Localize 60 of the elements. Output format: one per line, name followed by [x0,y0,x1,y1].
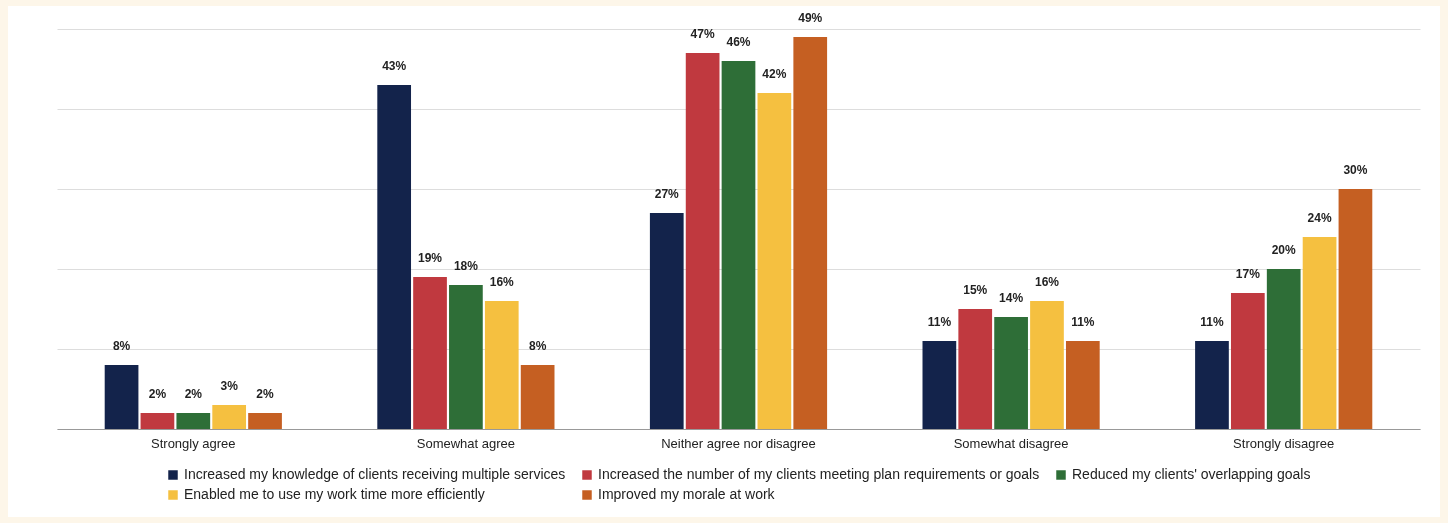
data-label: 11% [1071,315,1095,329]
data-label: 15% [963,283,988,297]
data-label: 2% [184,387,203,401]
bar [958,309,993,429]
data-label: 47% [690,27,715,41]
bar [1030,301,1064,429]
x-tick-label: Somewhat agree [416,435,516,451]
data-label: 8% [528,339,547,353]
data-label: 19% [418,251,443,265]
data-label: 43% [382,59,407,73]
data-label: 18% [453,259,479,273]
data-label: 17% [1235,267,1261,281]
bar [685,53,720,429]
data-label: 20% [1271,243,1297,257]
data-label: 16% [1034,275,1060,289]
bar [994,317,1028,429]
data-label: 46% [726,35,751,49]
legend-label: Improved my morale at work [598,486,776,502]
data-label: 30% [1343,163,1368,177]
data-label: 8% [112,339,131,353]
bar [1302,237,1337,429]
bar [484,301,519,429]
bar [793,37,828,429]
bar [757,93,792,429]
data-label: 49% [798,11,823,25]
legend-label: Enabled me to use my work time more efficiently [184,486,485,502]
bar [649,213,684,429]
x-tick-label: Strongly agree [151,435,236,451]
data-label: 24% [1307,211,1332,225]
data-label: 2% [148,387,167,401]
bar [377,85,412,429]
legend-label: Increased my knowledge of clients receiving multiple services [184,466,566,482]
data-label: 3% [220,379,239,393]
data-label: 27% [654,187,680,201]
bar [176,413,211,429]
data-label: 16% [489,275,515,289]
x-tick-label: Strongly disagree [1233,435,1335,451]
bar [1266,269,1301,429]
bar [520,365,555,429]
bar [140,413,175,429]
bar [212,405,247,429]
bar [1338,189,1373,429]
bar [248,413,282,429]
data-label: 11% [1200,315,1224,329]
bar [1195,341,1229,429]
bar [104,365,139,429]
bar [413,277,447,429]
legend-label: Increased the number of my clients meeting plan requirements or goals [598,466,1040,482]
legend-label: Reduced my clients' overlapping goals [1072,466,1311,482]
data-label: 42% [762,67,787,81]
bar [721,61,756,429]
bar [922,341,957,429]
bar [449,285,483,429]
data-label: 14% [999,291,1024,305]
data-label: 11% [927,315,952,329]
bar [1065,341,1100,429]
data-label: 2% [256,387,275,401]
x-tick-label: Somewhat disagree [953,435,1069,451]
bar [1230,293,1265,429]
x-tick-label: Neither agree nor disagree [661,435,816,451]
